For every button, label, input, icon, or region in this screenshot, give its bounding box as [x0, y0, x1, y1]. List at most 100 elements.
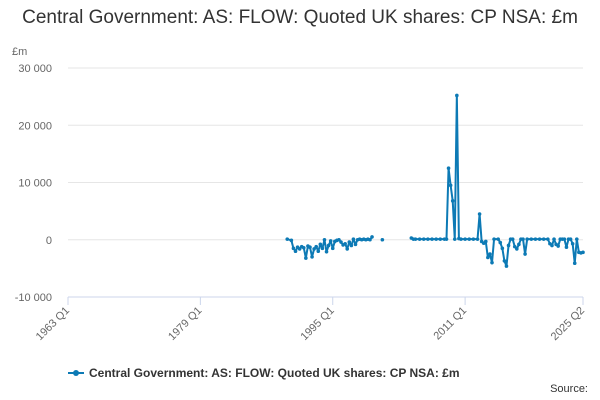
data-point[interactable] — [417, 237, 422, 241]
data-point[interactable] — [486, 255, 490, 260]
data-point[interactable] — [490, 260, 494, 265]
data-point[interactable] — [506, 243, 511, 248]
data-point[interactable] — [293, 249, 298, 253]
data-point[interactable] — [500, 246, 505, 251]
data-point[interactable] — [438, 237, 443, 241]
data-point[interactable] — [581, 250, 585, 255]
chart-title: Central Government: AS: FLOW: Quoted UK … — [22, 7, 578, 28]
data-point[interactable] — [504, 264, 509, 268]
data-point[interactable] — [533, 237, 538, 241]
data-point[interactable] — [316, 249, 321, 253]
data-point[interactable] — [308, 245, 312, 249]
data-point[interactable] — [413, 237, 418, 241]
x-tick-label: 1979 Q1 — [166, 305, 204, 343]
data-point[interactable] — [546, 237, 550, 241]
data-point[interactable] — [556, 244, 560, 248]
legend[interactable]: Central Government: AS: FLOW: Quoted UK … — [68, 364, 460, 382]
data-point[interactable] — [568, 237, 573, 241]
data-point[interactable] — [498, 240, 503, 245]
data-point[interactable] — [444, 237, 449, 241]
data-point[interactable] — [521, 237, 525, 241]
data-point[interactable] — [370, 235, 374, 239]
data-point[interactable] — [347, 240, 352, 244]
data-point[interactable] — [502, 259, 507, 263]
data-point[interactable] — [512, 244, 517, 249]
y-axis-tick-labels: 30 000 20 000 10 000 0 -10 000 — [15, 63, 52, 304]
data-point[interactable] — [517, 242, 521, 247]
data-point[interactable] — [421, 237, 426, 241]
data-point[interactable] — [434, 237, 438, 241]
data-point[interactable] — [541, 237, 546, 241]
y-axis-unit-label: £m — [12, 46, 27, 58]
data-point[interactable] — [529, 237, 534, 241]
data-point[interactable] — [312, 247, 316, 251]
data-point[interactable] — [304, 256, 308, 260]
data-point[interactable] — [564, 245, 569, 249]
data-point[interactable] — [301, 245, 306, 250]
data-point[interactable] — [349, 243, 354, 248]
data-point[interactable] — [448, 183, 453, 188]
data-point[interactable] — [550, 243, 554, 248]
data-point[interactable] — [496, 237, 501, 241]
data-point[interactable] — [328, 239, 333, 243]
data-point[interactable] — [343, 241, 347, 246]
data-point[interactable] — [488, 252, 492, 256]
legend-series-marker — [68, 367, 84, 379]
data-point[interactable] — [326, 243, 331, 248]
data-point[interactable] — [455, 93, 459, 98]
y-tick-label: 0 — [46, 235, 52, 247]
data-point[interactable] — [467, 237, 472, 241]
data-point[interactable] — [320, 246, 325, 251]
y-tick-label: 10 000 — [18, 178, 52, 190]
data-point[interactable] — [450, 199, 455, 203]
data-point[interactable] — [575, 237, 579, 241]
data-point[interactable] — [351, 237, 356, 241]
data-point[interactable] — [471, 237, 476, 241]
data-point[interactable] — [339, 240, 343, 244]
data-point[interactable] — [345, 247, 350, 251]
data-point[interactable] — [322, 237, 327, 242]
data-point[interactable] — [510, 237, 515, 241]
x-tick-label: 2011 Q1 — [431, 305, 469, 343]
data-point[interactable] — [452, 237, 457, 241]
data-point[interactable] — [337, 237, 341, 242]
gridlines — [68, 67, 583, 241]
x-axis-ticks — [67, 297, 584, 305]
data-point[interactable] — [330, 246, 335, 251]
data-point[interactable] — [314, 244, 318, 249]
data-point[interactable] — [426, 237, 430, 241]
x-tick-label: 1963 Q1 — [34, 305, 72, 343]
data-point[interactable] — [318, 242, 323, 247]
data-point[interactable] — [463, 237, 467, 241]
data-point[interactable] — [368, 237, 372, 242]
data-point[interactable] — [572, 261, 577, 266]
data-point[interactable] — [380, 237, 385, 242]
data-point[interactable] — [515, 247, 519, 251]
data-point[interactable] — [324, 249, 329, 254]
data-point[interactable] — [446, 166, 451, 170]
data-point[interactable] — [297, 247, 302, 251]
data-point[interactable] — [523, 252, 527, 256]
data-point[interactable] — [562, 237, 567, 241]
data-point[interactable] — [289, 238, 294, 243]
data-point[interactable] — [285, 237, 290, 241]
data-point[interactable] — [525, 237, 529, 241]
x-tick-label: 1995 Q1 — [299, 305, 337, 343]
data-point[interactable] — [353, 242, 358, 247]
data-point[interactable] — [570, 241, 575, 246]
data-point[interactable] — [475, 237, 480, 241]
x-axis-tick-labels: 1963 Q1 1979 Q1 1995 Q1 2011 Q1 2025 Q2 — [34, 305, 587, 343]
data-point[interactable] — [537, 237, 542, 241]
data-point[interactable] — [477, 212, 482, 216]
data-point[interactable] — [483, 239, 488, 244]
y-tick-label: -10 000 — [15, 292, 52, 304]
data-point[interactable] — [430, 237, 434, 241]
y-tick-label: 20 000 — [18, 120, 52, 132]
data-point[interactable] — [552, 237, 556, 241]
x-tick-label: 2025 Q2 — [549, 305, 587, 343]
data-point[interactable] — [492, 237, 496, 241]
data-point[interactable] — [291, 246, 296, 251]
data-point[interactable] — [459, 237, 463, 241]
data-point[interactable] — [310, 255, 314, 259]
